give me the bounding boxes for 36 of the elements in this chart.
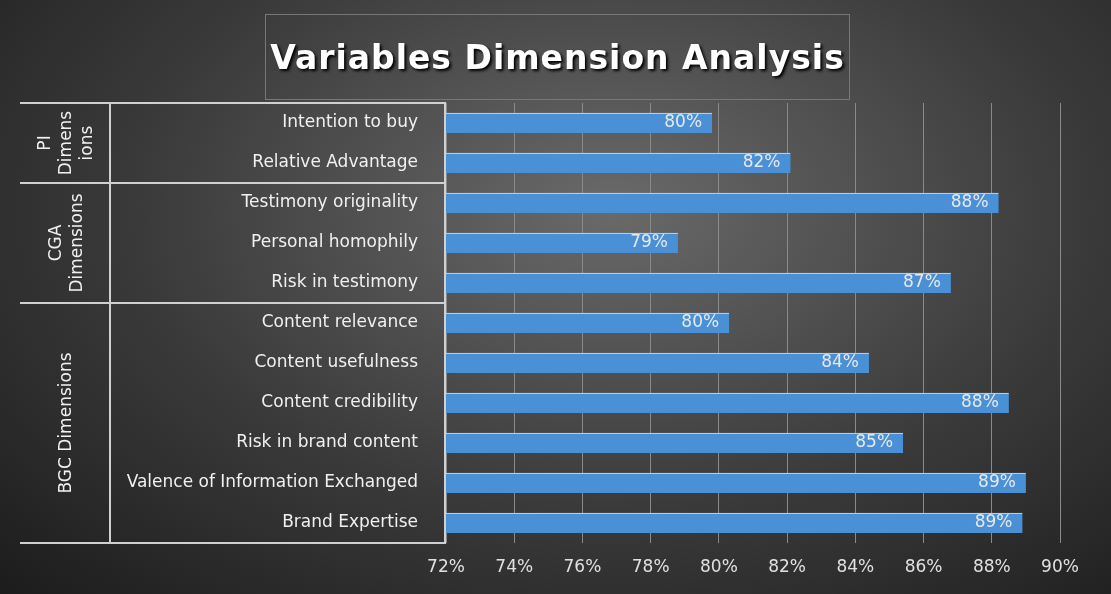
- x-tick-label: 78%: [631, 555, 670, 576]
- y-tick-label: Intention to buy: [282, 111, 418, 132]
- data-label: 80%: [664, 111, 703, 132]
- data-label: 88%: [961, 391, 999, 412]
- x-tick-label: 80%: [699, 555, 738, 576]
- x-tick-label: 82%: [768, 555, 807, 576]
- annotation: BGC Dimensions: [55, 352, 76, 494]
- y-tick-label: Risk in testimony: [271, 271, 418, 292]
- y-tick-label: Relative Advantage: [252, 151, 418, 172]
- y-tick-label: Risk in brand content: [236, 431, 419, 452]
- x-tick-label: 90%: [1041, 555, 1079, 576]
- data-label: 89%: [974, 511, 1013, 532]
- data-label: 85%: [855, 431, 894, 452]
- y-tick-label: Valence of Information Exchanged: [126, 471, 418, 492]
- data-label: 79%: [630, 231, 668, 252]
- x-tick-label: 86%: [904, 555, 943, 576]
- y-tick-label: Personal homophily: [251, 231, 418, 252]
- chart-title: Variables Dimension Analysis: [265, 14, 850, 100]
- x-tick-label: 74%: [495, 555, 534, 576]
- data-label: 89%: [978, 471, 1016, 492]
- x-tick-label: 72%: [427, 555, 465, 576]
- data-label: 84%: [821, 351, 859, 372]
- y-tick-label: Content relevance: [261, 311, 418, 332]
- y-tick-label: Content credibility: [261, 391, 418, 412]
- x-tick-label: 88%: [972, 555, 1011, 576]
- data-label: 87%: [903, 271, 941, 292]
- x-tick-label: 84%: [836, 555, 875, 576]
- y-tick-label: Testimony originality: [240, 191, 418, 212]
- annotation: PI Dimensions: [34, 110, 97, 176]
- data-label: 80%: [681, 311, 720, 332]
- y-tick-label: Content usefulness: [254, 351, 419, 372]
- data-label: 82%: [742, 151, 781, 172]
- x-tick-label: 76%: [563, 555, 602, 576]
- annotation: CGA Dimensions: [44, 193, 86, 293]
- y-tick-label: Brand Expertise: [282, 511, 418, 532]
- data-label: 88%: [950, 191, 989, 212]
